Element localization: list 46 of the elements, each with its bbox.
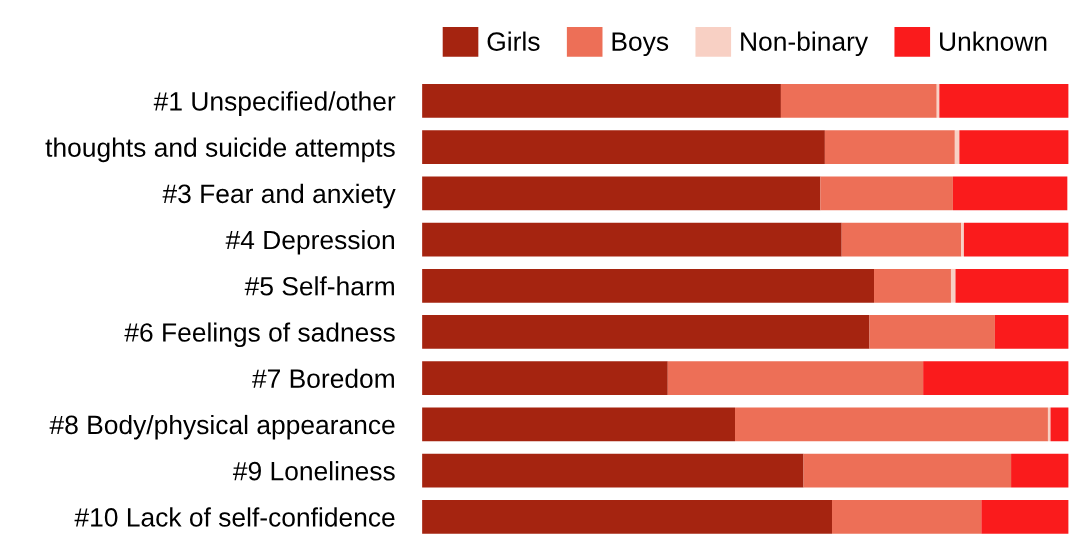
bar [422, 361, 668, 396]
bar [667, 361, 924, 396]
y-tick-label: #7 Boredom [252, 368, 394, 389]
bar [1047, 407, 1051, 442]
bar [831, 500, 982, 534]
bar [959, 130, 1069, 164]
bar [803, 453, 1012, 488]
bar [952, 176, 1068, 211]
bar [1050, 407, 1069, 442]
bar [981, 500, 1069, 534]
bar [422, 176, 821, 211]
bar [939, 84, 1069, 118]
bar [735, 407, 1048, 442]
legend-label: Boys [612, 32, 669, 57]
bar [841, 222, 962, 257]
legend-label: Unknown [940, 31, 1047, 51]
y-tick-label: #6 Feelings of sadness [124, 322, 395, 348]
bar [923, 361, 1069, 396]
y-tick-label: #5 Self-harm [244, 276, 394, 296]
bar [955, 268, 1069, 303]
y-tick-label: #8 Body/physical appearance [49, 414, 395, 440]
bar [963, 222, 1069, 257]
bar [961, 222, 964, 257]
bar [1011, 453, 1069, 488]
bar [869, 315, 995, 349]
y-tick-label: #3 Fear and anxiety [162, 183, 396, 209]
bar [874, 268, 951, 303]
bar [994, 315, 1069, 349]
bar [422, 268, 875, 303]
y-tick-label: thoughts and suicide attempts [45, 137, 395, 163]
bar [422, 84, 781, 118]
bar [422, 407, 736, 442]
legend-label: Girls [487, 31, 540, 51]
y-tick-label: #9 Loneliness [232, 461, 395, 481]
bar [780, 84, 937, 118]
y-tick-label: #1 Unspecified/other [153, 91, 396, 116]
bar [422, 222, 842, 257]
y-tick-label: #4 Depression [225, 229, 394, 255]
bar [422, 500, 832, 534]
legend-label: Non-binary [741, 31, 869, 57]
bar [422, 315, 870, 349]
bar [422, 453, 804, 488]
bar [824, 130, 955, 164]
bar [820, 176, 953, 211]
bar [422, 130, 825, 164]
y-tick-label: #10 Lack of self-confidence [74, 507, 395, 527]
